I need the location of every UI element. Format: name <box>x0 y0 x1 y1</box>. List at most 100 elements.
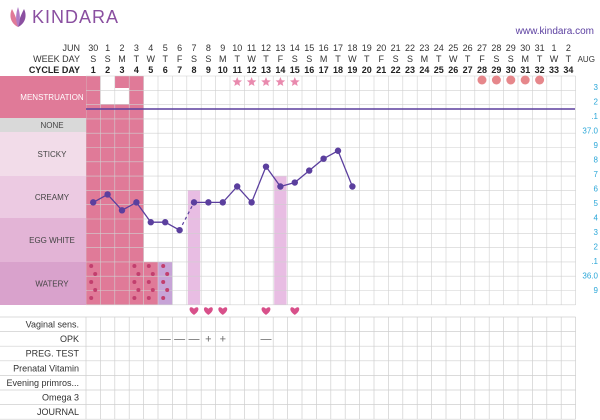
temperature-point <box>190 199 198 206</box>
heart-icon <box>261 307 271 315</box>
temp-tick: 2 <box>594 243 599 252</box>
mucus-bar <box>274 176 287 305</box>
star-icon <box>246 77 257 86</box>
date-label: 1 <box>551 43 556 53</box>
weekday: S <box>90 54 96 64</box>
star-icon <box>261 77 271 86</box>
cycle-day: 19 <box>347 65 357 75</box>
cycle-day-label: CYCLE DAY <box>29 65 80 75</box>
cycle-day: 34 <box>563 65 573 75</box>
label-watery: WATERY <box>35 280 69 289</box>
spotting-block <box>143 262 158 305</box>
tracking-label: PREG. TEST <box>26 349 80 359</box>
date-label: 31 <box>535 43 545 53</box>
weekday: T <box>364 54 370 64</box>
cycle-day: 3 <box>119 65 124 75</box>
cycle-day: 1 <box>91 65 96 75</box>
tracking-label: Evening primros... <box>6 378 79 388</box>
weekday: T <box>263 54 269 64</box>
temperature-point <box>334 147 342 154</box>
weekday: M <box>118 54 126 64</box>
date-label: 11 <box>247 43 256 53</box>
temperature-point <box>176 226 183 234</box>
cycle-day: 13 <box>261 65 271 75</box>
cycle-day: 9 <box>206 65 211 75</box>
weekday: F <box>479 54 485 64</box>
cycle-day: 24 <box>419 65 429 75</box>
label-sticky: STICKY <box>38 150 68 159</box>
watery-dot <box>136 272 141 276</box>
tracking-label: Vaginal sens. <box>26 320 79 330</box>
tracking-label: Prenatal Vitamin <box>13 363 79 373</box>
weekday: T <box>335 54 341 64</box>
weekday: T <box>436 54 442 64</box>
temp-tick: 2 <box>594 98 599 107</box>
temperature-point <box>219 199 226 206</box>
temperature-point <box>262 163 270 170</box>
brand-name: KINDARA <box>32 7 120 27</box>
cycle-day: 27 <box>463 65 473 75</box>
weekday: W <box>247 54 256 64</box>
temp-tick: 8 <box>594 156 599 165</box>
circle-marker <box>506 75 516 85</box>
cycle-day: 5 <box>148 65 153 75</box>
month-label: JUN <box>63 43 81 53</box>
watery-dot <box>132 264 137 268</box>
date-label: 19 <box>362 43 372 53</box>
date-label: 20 <box>376 43 386 53</box>
weekday: W <box>348 54 357 64</box>
spotting-block <box>158 262 173 305</box>
opk-mark: + <box>220 334 226 346</box>
menstruation-notch <box>114 88 130 104</box>
date-label: 25 <box>448 43 458 53</box>
watery-dot <box>150 288 155 292</box>
label-creamy: CREAMY <box>35 193 70 202</box>
weekday: S <box>306 54 312 64</box>
date-label: 13 <box>275 43 285 53</box>
temperature-point <box>320 155 327 162</box>
circle-marker <box>535 75 545 85</box>
website-link[interactable]: www.kindara.com <box>515 26 594 37</box>
cycle-day: 11 <box>232 65 242 75</box>
weekday: S <box>407 54 413 64</box>
cycle-day: 12 <box>247 65 257 75</box>
temperature-point <box>133 199 140 206</box>
temperature-point <box>248 199 255 206</box>
cycle-day: 31 <box>520 65 530 75</box>
temp-tick: 6 <box>594 185 599 194</box>
watery-dot <box>89 264 94 268</box>
weekday: W <box>550 54 559 64</box>
date-label: 9 <box>220 43 225 53</box>
temperature-point <box>306 167 313 174</box>
temp-tick: 36.0 <box>582 272 598 281</box>
cycle-day: 30 <box>506 65 516 75</box>
star-icon <box>275 77 286 86</box>
heart-icon <box>218 307 228 315</box>
date-label: 29 <box>506 43 516 53</box>
weekday: T <box>234 54 240 64</box>
cycle-day: 7 <box>177 65 182 75</box>
band-sticky <box>0 132 86 176</box>
watery-dot <box>161 296 166 300</box>
date-label: 22 <box>405 43 415 53</box>
circle-marker <box>520 75 530 85</box>
date-label: 2 <box>566 43 571 53</box>
weekday: W <box>449 54 458 64</box>
date-label: 26 <box>463 43 473 53</box>
weekday: F <box>278 54 284 64</box>
weekday: S <box>205 54 211 64</box>
watery-dot <box>89 280 94 284</box>
heart-icon <box>203 307 213 315</box>
watery-dot <box>93 272 98 276</box>
opk-mark: — <box>189 334 200 346</box>
weekday: T <box>162 54 168 64</box>
opk-mark: — <box>160 334 171 346</box>
date-label: 30 <box>520 43 530 53</box>
date-label: 30 <box>88 43 98 53</box>
cycle-day: 16 <box>304 65 314 75</box>
temperature-point <box>234 183 241 190</box>
watery-dot <box>146 296 151 300</box>
date-label: 21 <box>391 43 401 53</box>
temp-tick: 3 <box>594 83 599 92</box>
tracking-label: Omega 3 <box>42 393 79 403</box>
